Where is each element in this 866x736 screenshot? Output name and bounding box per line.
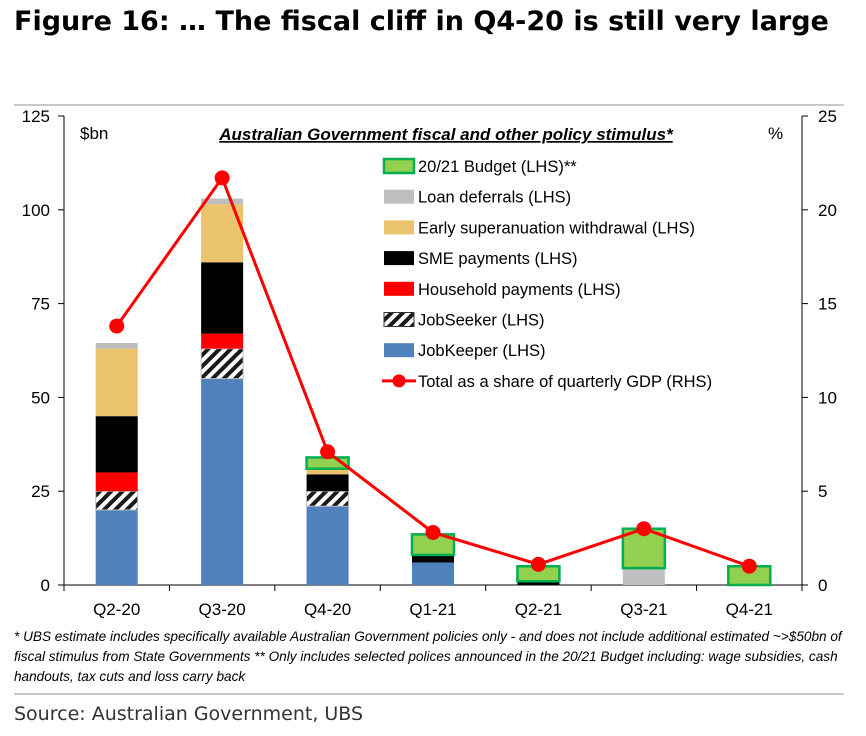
left-tick-label: 0 <box>41 576 50 595</box>
bottom-divider <box>14 693 844 695</box>
legend-marker-sme <box>384 251 414 266</box>
bar-loan <box>95 342 138 349</box>
left-tick-label: 50 <box>31 388 50 407</box>
legend-marker-jobseeker <box>383 312 415 327</box>
line-point-total <box>109 318 125 334</box>
figure-title: Figure 16: … The fiscal cliff in Q4-20 i… <box>14 6 829 37</box>
bar-jobkeeper <box>95 509 138 585</box>
x-tick-label: Q2-20 <box>93 600 140 619</box>
legend-label-jobseeker: JobSeeker (LHS) <box>418 312 545 330</box>
bar-jobkeeper <box>412 562 454 585</box>
legend-marker-jobkeeper <box>384 343 414 358</box>
bar-jobkeeper <box>306 506 349 585</box>
bar-super <box>306 468 349 475</box>
line-point-total <box>636 521 652 537</box>
legend-label-loan: Loan deferrals (LHS) <box>418 189 571 207</box>
line-point-total <box>320 444 336 460</box>
right-tick-label: 0 <box>818 576 827 595</box>
right-tick-label: 5 <box>818 482 827 501</box>
bar-jobseeker <box>200 348 244 380</box>
left-tick-label: 75 <box>31 295 50 314</box>
legend-marker-household <box>384 281 414 296</box>
legend-marker-total-dot <box>392 374 406 388</box>
x-tick-label: Q4-21 <box>726 600 773 619</box>
bar-household <box>201 333 244 349</box>
bar-household <box>95 472 138 492</box>
bar-sme <box>412 554 454 563</box>
footnote: * UBS estimate includes specifically ava… <box>14 629 842 684</box>
bar-loan <box>201 198 244 205</box>
right-tick-label: 20 <box>818 201 837 220</box>
line-point-total <box>741 558 757 574</box>
line-point-total <box>425 524 441 540</box>
legend-label-budget: 20/21 Budget (LHS)** <box>418 158 577 176</box>
legend-label-total: Total as a share of quarterly GDP (RHS) <box>418 373 712 391</box>
right-tick-label: 15 <box>818 295 837 314</box>
right-tick-label: 10 <box>818 388 837 407</box>
x-tick-label: Q1-21 <box>409 600 456 619</box>
top-divider <box>14 104 844 106</box>
legend-label-household: Household payments (LHS) <box>418 281 621 299</box>
bar-sme <box>517 581 560 585</box>
legend-label-super: Early superanuation withdrawal (LHS) <box>418 219 695 237</box>
right-axis-unit: % <box>768 124 783 143</box>
legend-label-jobkeeper: JobKeeper (LHS) <box>418 342 545 360</box>
x-tick-label: Q3-21 <box>620 600 667 619</box>
chart-title: Australian Government fiscal and other p… <box>218 125 674 144</box>
legend-label-sme: SME payments (LHS) <box>418 250 578 268</box>
left-tick-label: 125 <box>22 107 50 126</box>
line-point-total <box>530 556 546 572</box>
line-point-total <box>214 170 230 186</box>
bar-jobseeker <box>95 490 139 511</box>
left-tick-label: 100 <box>22 201 50 220</box>
bar-sme <box>95 416 138 473</box>
bar-sme <box>306 474 349 492</box>
bar-jobkeeper <box>201 378 244 585</box>
source-note: Source: Australian Government, UBS <box>14 703 364 725</box>
bar-loan <box>622 568 665 585</box>
legend-marker-super <box>384 220 414 235</box>
bar-super <box>95 348 138 417</box>
x-tick-label: Q3-20 <box>199 600 246 619</box>
left-tick-label: 25 <box>31 482 50 501</box>
right-tick-label: 25 <box>818 107 837 126</box>
x-tick-label: Q2-21 <box>515 600 562 619</box>
bar-sme <box>201 262 244 334</box>
bar-jobseeker <box>306 490 350 507</box>
x-tick-label: Q4-20 <box>304 600 351 619</box>
left-axis-unit: $bn <box>80 124 108 143</box>
legend-marker-loan <box>384 189 414 204</box>
legend-marker-budget <box>382 157 416 175</box>
